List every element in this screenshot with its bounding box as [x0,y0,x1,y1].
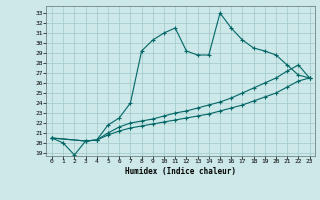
X-axis label: Humidex (Indice chaleur): Humidex (Indice chaleur) [125,167,236,176]
